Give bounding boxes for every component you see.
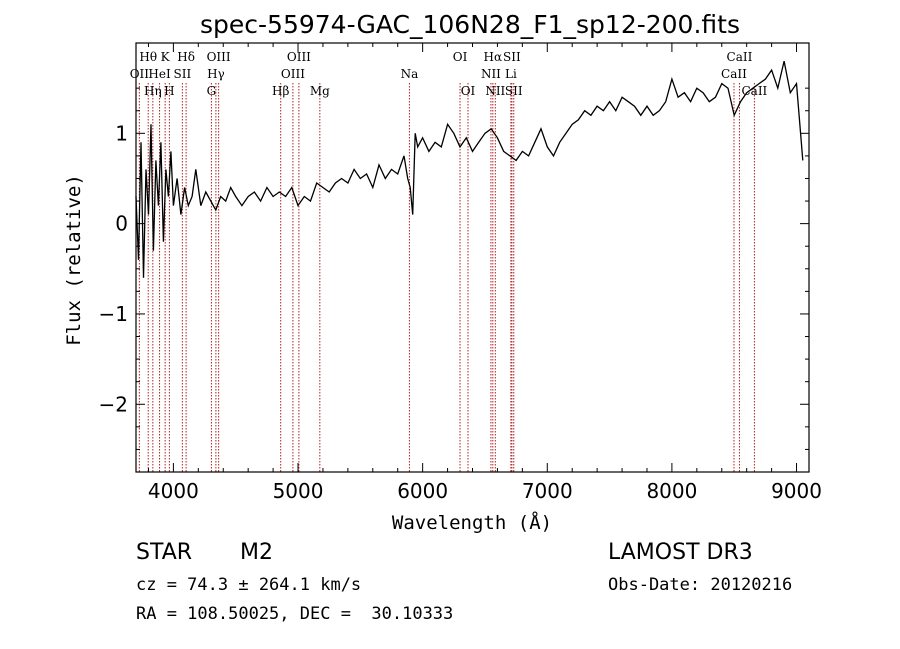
line-marker-label: NII <box>485 84 505 98</box>
line-marker-label: OIII <box>281 67 305 81</box>
x-tick-label: 6000 <box>397 479 448 503</box>
x-tick-label: 9000 <box>771 479 822 503</box>
line-marker-label: OII <box>130 67 150 81</box>
line-marker-label: SII <box>503 50 521 64</box>
redshift-cz: cz = 74.3 ± 264.1 km/s <box>136 575 362 595</box>
object-subclass: M2 <box>240 540 273 565</box>
x-tick-label: 4000 <box>148 479 199 503</box>
ra-dec: RA = 108.50025, DEC = 30.10333 <box>136 604 454 624</box>
spectrum-line <box>135 60 804 278</box>
line-marker-label: G <box>207 84 217 98</box>
line-marker-label: CaII <box>721 67 747 81</box>
y-tick-label: 1 <box>115 121 128 145</box>
y-tick-label: 0 <box>115 212 128 236</box>
x-axis-label: Wavelength (Å) <box>392 511 552 534</box>
y-tick-label: −1 <box>99 302 128 326</box>
line-marker-label: OI <box>453 50 468 64</box>
line-marker-label: Hγ <box>207 67 225 81</box>
line-marker-label: Na <box>401 67 419 81</box>
survey-name: LAMOST DR3 <box>608 540 753 565</box>
line-marker-label: OI <box>461 84 476 98</box>
line-marker-labels: OIIHθHηHeIKHSIIHδGHγOIIIHβOIIIOIIIMgNaOI… <box>130 50 768 98</box>
chart-title: spec-55974-GAC_106N28_F1_sp12-200.fits <box>200 10 740 39</box>
line-marker-label: OIII <box>287 50 311 64</box>
object-class: STAR <box>136 540 193 565</box>
line-marker-label: CaII <box>727 50 753 64</box>
x-tick-label: 8000 <box>646 479 697 503</box>
line-marker-label: NII <box>481 67 501 81</box>
x-tick-label: 7000 <box>522 479 573 503</box>
observation-date: Obs-Date: 20120216 <box>608 575 793 595</box>
line-marker-label: Li <box>505 67 517 81</box>
line-marker-label: OIII <box>207 50 231 64</box>
line-marker-label: HeI <box>148 67 171 81</box>
line-marker-label: Hη <box>144 84 162 98</box>
y-axis-ticks: −2 −1 0 1 <box>99 87 809 450</box>
x-axis-ticks: 4000 5000 6000 7000 8000 9000 <box>148 43 822 503</box>
plot-frame <box>135 42 810 473</box>
line-marker-label: Hθ <box>139 50 157 64</box>
line-marker-label: Hδ <box>177 50 195 64</box>
line-marker-label: SII <box>505 84 523 98</box>
line-marker-label: Hα <box>484 50 503 64</box>
x-tick-label: 5000 <box>273 479 324 503</box>
y-axis-label: Flux (relative) <box>63 174 85 346</box>
y-tick-label: −2 <box>99 392 128 416</box>
line-marker-label: K <box>161 50 171 64</box>
line-marker-label: Mg <box>310 84 330 98</box>
line-markers <box>138 83 755 472</box>
line-marker-label: SII <box>174 67 192 81</box>
line-marker-label: Hβ <box>272 84 289 98</box>
line-marker-label: CaII <box>741 84 767 98</box>
line-marker-label: H <box>164 84 174 98</box>
